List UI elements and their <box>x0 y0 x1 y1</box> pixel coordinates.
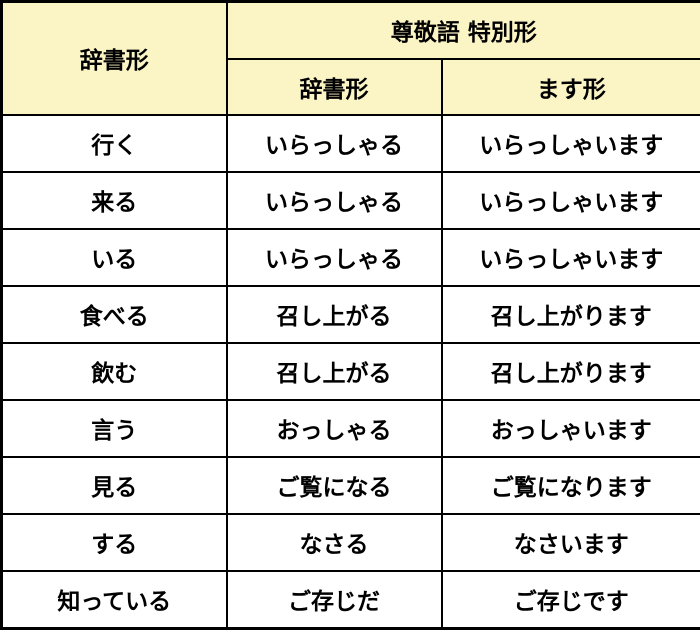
table-row: 飲む 召し上がる 召し上がります <box>0 341 700 401</box>
cell-sonkeigo-dictionary: いらっしゃる <box>225 113 443 173</box>
subheader-dictionary-form: 辞書形 <box>225 57 443 116</box>
cell-dictionary: いる <box>0 227 228 287</box>
cell-sonkeigo-dictionary: いらっしゃる <box>225 227 443 287</box>
cell-sonkeigo-dictionary: ご覧になる <box>225 455 443 515</box>
cell-sonkeigo-dictionary: ご存じだ <box>225 569 443 630</box>
cell-sonkeigo-masu: ご存じです <box>440 569 700 630</box>
cell-sonkeigo-dictionary: いらっしゃる <box>225 170 443 230</box>
cell-sonkeigo-dictionary: 召し上がる <box>225 284 443 344</box>
cell-sonkeigo-masu: なさいます <box>440 512 700 572</box>
table-row: 見る ご覧になる ご覧になります <box>0 455 700 515</box>
cell-sonkeigo-masu: おっしゃいます <box>440 398 700 458</box>
cell-dictionary: する <box>0 512 228 572</box>
cell-dictionary: 言う <box>0 398 228 458</box>
header-sonkeigo-title: 尊敬語 特別形 <box>225 0 700 60</box>
table-row: する なさる なさいます <box>0 512 700 572</box>
cell-dictionary: 行く <box>0 113 228 173</box>
table-row: いる いらっしゃる いらっしゃいます <box>0 227 700 287</box>
cell-sonkeigo-dictionary: おっしゃる <box>225 398 443 458</box>
table-row: 言う おっしゃる おっしゃいます <box>0 398 700 458</box>
table-row: 知っている ご存じだ ご存じです <box>0 569 700 630</box>
cell-sonkeigo-masu: いらっしゃいます <box>440 227 700 287</box>
subheader-masu-form: ます形 <box>440 57 700 116</box>
cell-dictionary: 飲む <box>0 341 228 401</box>
cell-sonkeigo-dictionary: なさる <box>225 512 443 572</box>
table-row: 食べる 召し上がる 召し上がります <box>0 284 700 344</box>
header-dictionary-form: 辞書形 <box>0 0 228 116</box>
table-row: 来る いらっしゃる いらっしゃいます <box>0 170 700 230</box>
cell-dictionary: 知っている <box>0 569 228 630</box>
cell-sonkeigo-masu: いらっしゃいます <box>440 113 700 173</box>
cell-dictionary: 見る <box>0 455 228 515</box>
cell-sonkeigo-masu: 召し上がります <box>440 284 700 344</box>
cell-sonkeigo-masu: ご覧になります <box>440 455 700 515</box>
cell-sonkeigo-masu: 召し上がります <box>440 341 700 401</box>
cell-dictionary: 食べる <box>0 284 228 344</box>
cell-sonkeigo-dictionary: 召し上がる <box>225 341 443 401</box>
cell-sonkeigo-masu: いらっしゃいます <box>440 170 700 230</box>
table-row: 行く いらっしゃる いらっしゃいます <box>0 113 700 173</box>
cell-dictionary: 来る <box>0 170 228 230</box>
